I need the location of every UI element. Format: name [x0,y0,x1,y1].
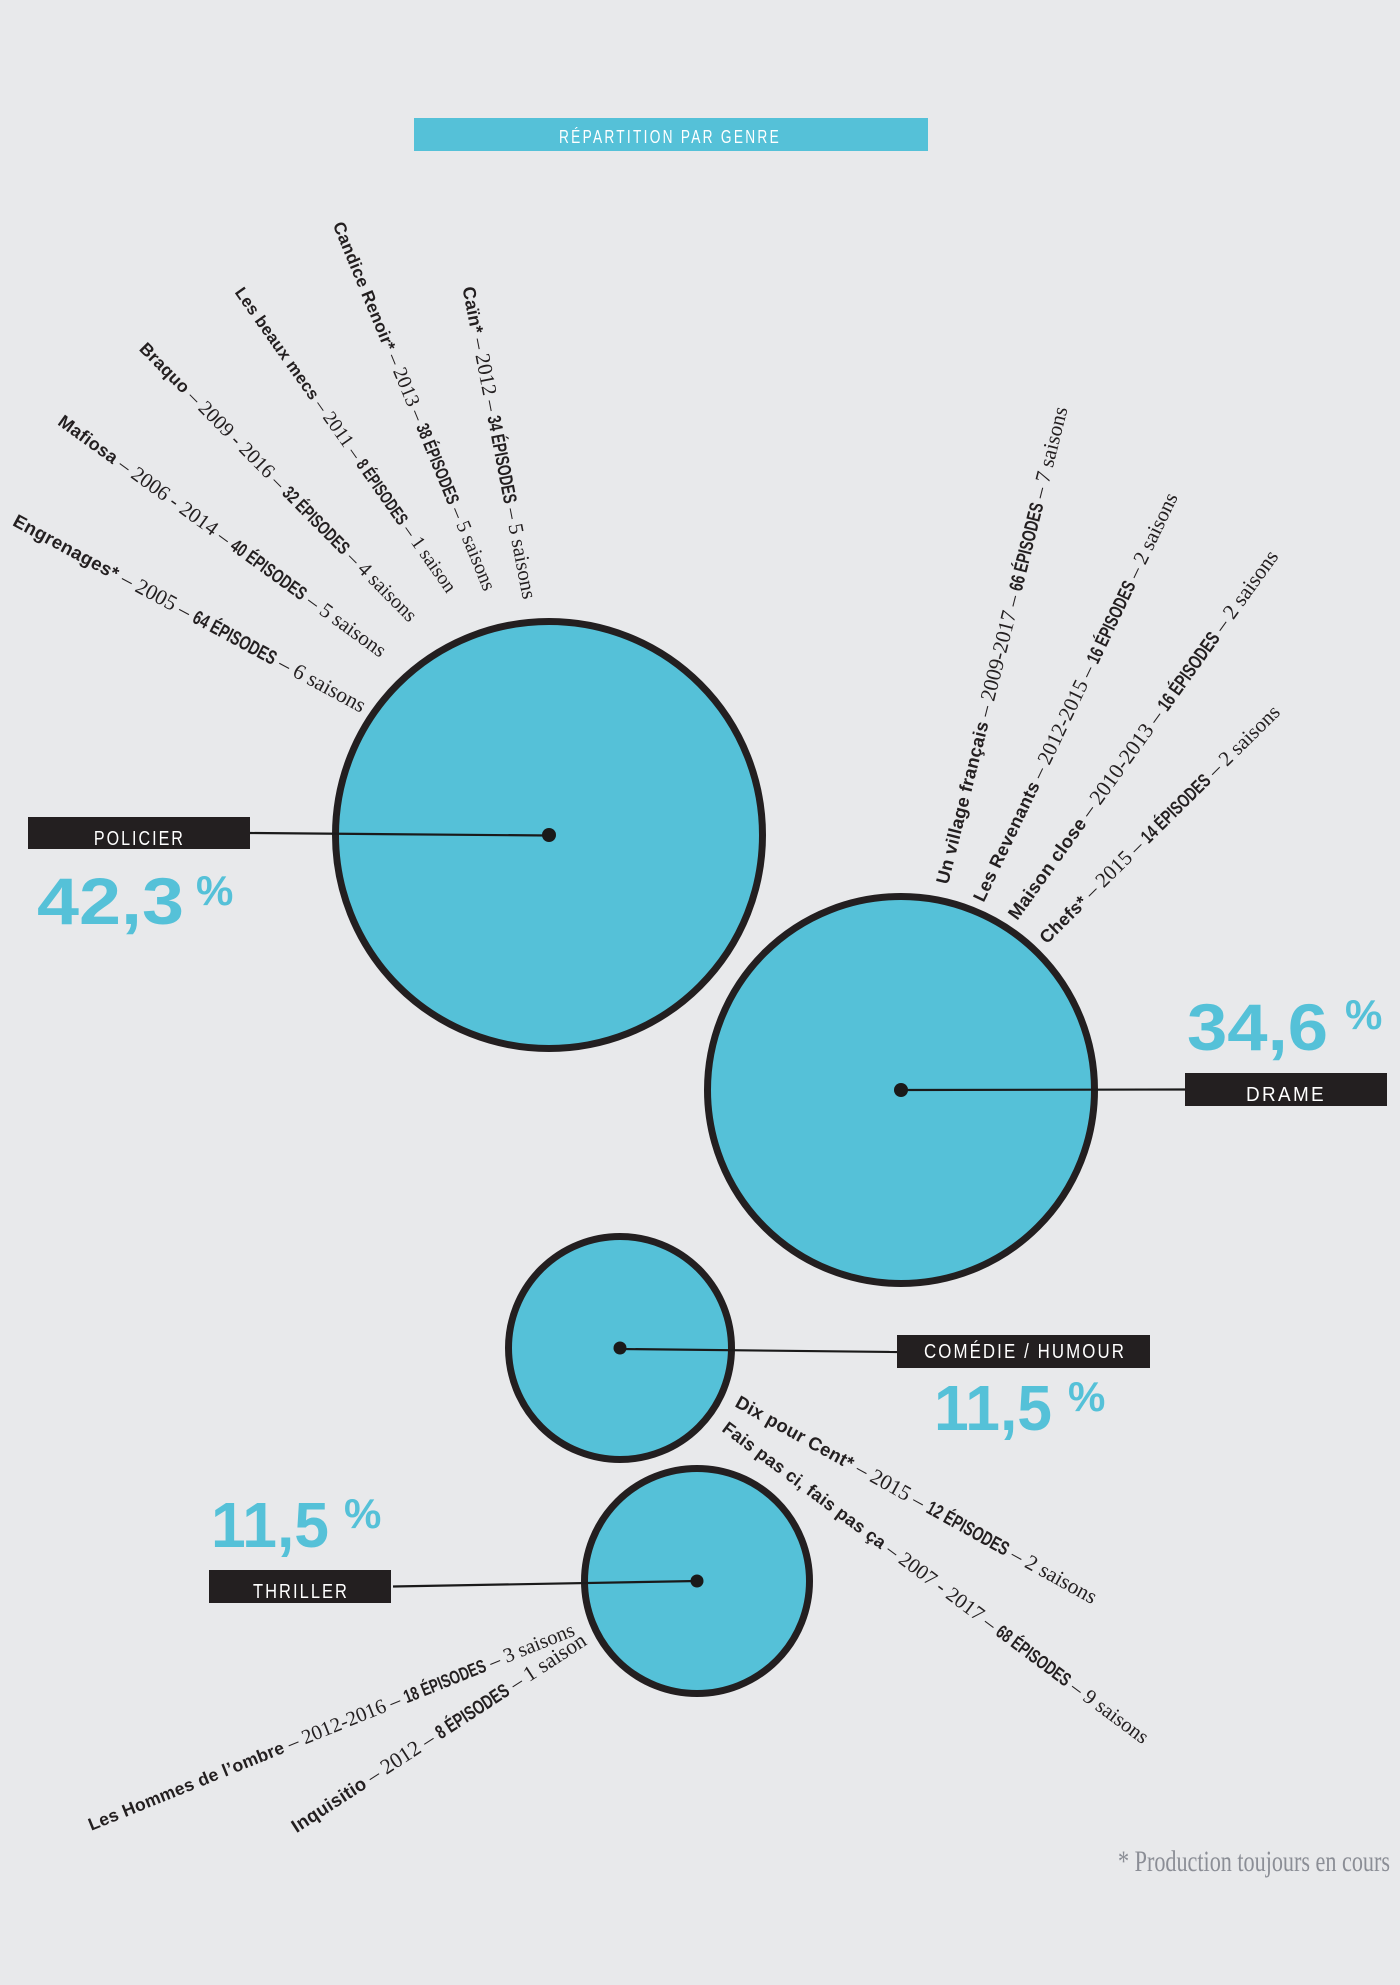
svg-text:%: % [1345,991,1382,1038]
svg-text:* Production toujours en cours: * Production toujours en cours [1118,1845,1390,1878]
svg-text:%: % [1068,1373,1105,1420]
svg-text:%: % [196,867,233,914]
svg-text:11,5: 11,5 [211,1489,329,1561]
svg-text:RÉPARTITION PAR GENRE: RÉPARTITION PAR GENRE [559,127,781,147]
svg-text:11,5: 11,5 [934,1372,1052,1444]
svg-text:34,6: 34,6 [1187,990,1328,1064]
svg-text:DRAME: DRAME [1246,1084,1326,1106]
svg-text:42,3: 42,3 [37,864,184,938]
svg-text:COMÉDIE / HUMOUR: COMÉDIE / HUMOUR [924,1340,1126,1363]
svg-text:%: % [344,1490,381,1537]
svg-text:THRILLER: THRILLER [253,1581,349,1603]
svg-text:POLICIER: POLICIER [94,828,185,850]
